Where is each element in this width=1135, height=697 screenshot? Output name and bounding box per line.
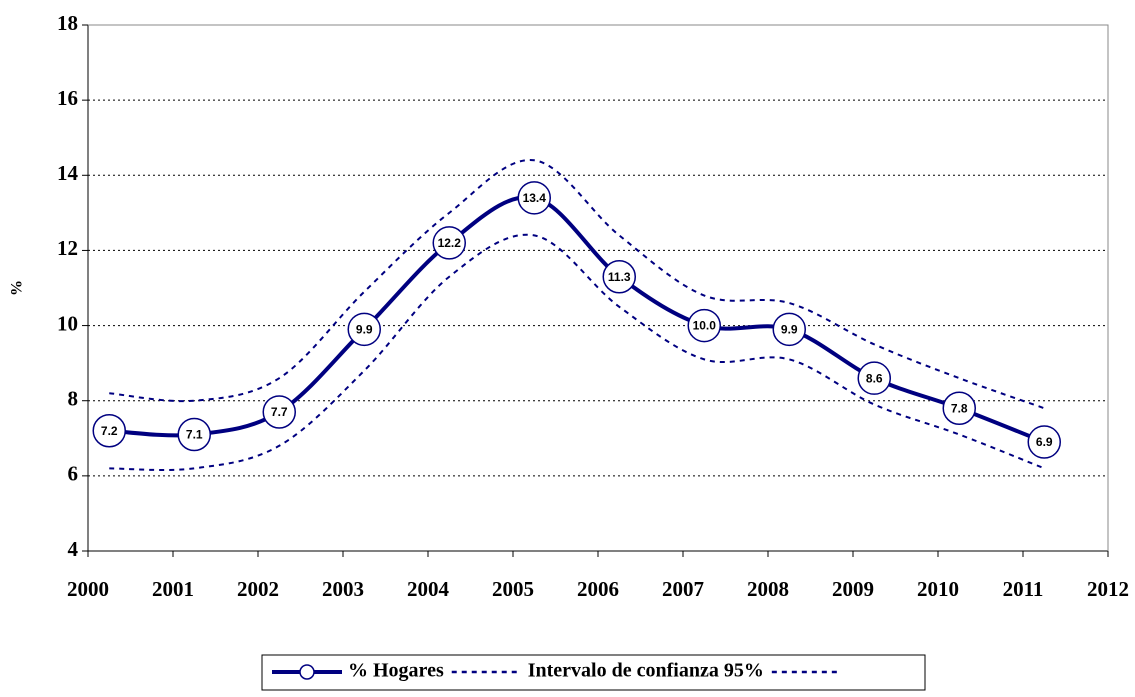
- marker: [1027, 425, 1061, 459]
- legend-label: Intervalo de confianza 95%: [528, 660, 764, 682]
- plot-frame: [88, 24, 1109, 551]
- x-tick-label: 2012: [1087, 577, 1129, 601]
- y-tick-label: 12: [57, 236, 78, 260]
- marker: [772, 312, 806, 347]
- x-tick-label: 2008: [747, 577, 789, 601]
- y-tick-label: 8: [68, 387, 79, 411]
- series-line: [109, 233, 1045, 471]
- data-label: 9.9: [356, 323, 373, 337]
- data-label: 12.2: [438, 236, 462, 250]
- data-label: 13.4: [523, 191, 547, 205]
- data-label: 11.3: [608, 270, 631, 284]
- x-tick-label: 2004: [407, 577, 450, 601]
- x-tick-label: 2003: [322, 577, 364, 601]
- y-tick-label: 10: [57, 311, 78, 335]
- marker: [602, 259, 636, 294]
- marker: [857, 361, 891, 395]
- x-tick-label: 2002: [237, 577, 279, 601]
- marker: [177, 417, 211, 452]
- series-line: [109, 159, 1045, 410]
- x-tick-label: 2001: [152, 577, 194, 601]
- x-tick-label: 2011: [1003, 577, 1044, 601]
- marker: [92, 414, 126, 448]
- marker: [432, 226, 466, 260]
- legend-label: % Hogares: [348, 660, 444, 682]
- data-label: 7.7: [271, 405, 288, 419]
- data-label: 7.8: [951, 401, 968, 415]
- data-label: 8.6: [866, 371, 883, 385]
- x-tick-label: 2005: [492, 577, 534, 601]
- x-tick-label: 2007: [662, 577, 704, 601]
- x-tick-label: 2000: [67, 577, 109, 601]
- data-label: 7.2: [101, 424, 118, 438]
- y-tick-label: 16: [57, 86, 78, 110]
- y-axis-label: %: [9, 280, 26, 296]
- x-tick-label: 2006: [577, 577, 619, 601]
- series-line: [109, 195, 1045, 444]
- data-label: 6.9: [1036, 435, 1053, 449]
- data-label: 7.1: [186, 428, 203, 442]
- marker: [942, 391, 976, 425]
- x-tick-label: 2009: [832, 577, 874, 601]
- marker: [262, 395, 296, 429]
- marker: [517, 181, 551, 215]
- legend: % Hogares Intervalo de confianza 95%: [261, 654, 926, 691]
- marker: [347, 312, 381, 347]
- y-tick-label: 14: [57, 161, 79, 185]
- x-tick-label: 2010: [917, 577, 959, 601]
- marker: [687, 308, 721, 343]
- data-label: 9.9: [781, 323, 798, 337]
- y-tick-label: 18: [57, 11, 78, 35]
- y-tick-label: 6: [68, 462, 79, 486]
- y-tick-label: 4: [68, 537, 79, 561]
- legend-marker: [299, 664, 315, 680]
- data-label: 10.0: [693, 319, 717, 333]
